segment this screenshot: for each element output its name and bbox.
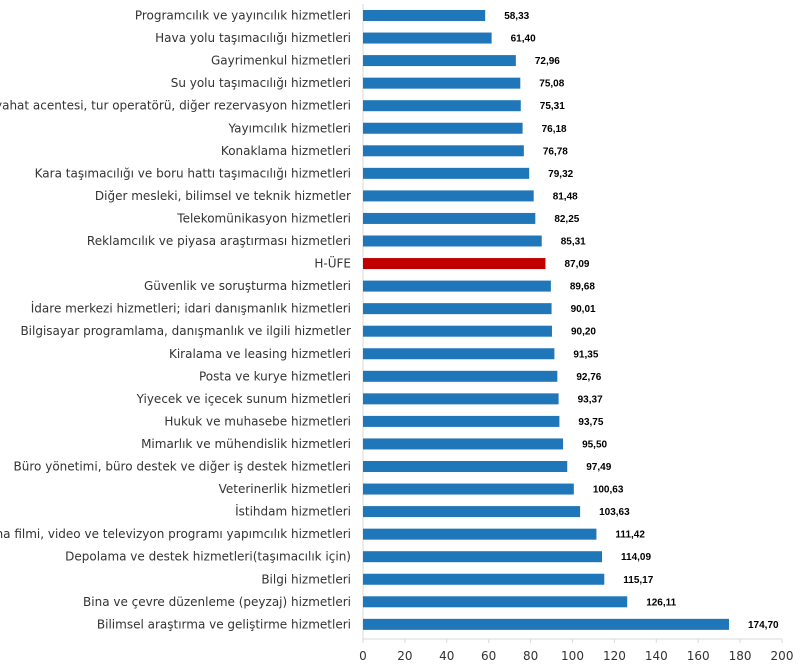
category-label: Yayımcılık hizmetleri (227, 121, 351, 135)
bar (363, 438, 564, 450)
category-label: Veterinerlik hizmetleri (219, 482, 351, 496)
x-tick-label: 120 (603, 649, 626, 663)
category-label: H-ÜFE (314, 255, 351, 271)
category-label: Büro yönetimi, büro destek ve diğer iş d… (14, 460, 351, 474)
category-label: Bilgi hizmetleri (261, 572, 351, 586)
bar (363, 77, 521, 89)
value-label: 76,78 (543, 146, 568, 157)
bar (363, 348, 555, 360)
bar (363, 528, 597, 540)
value-label: 90,20 (571, 327, 596, 338)
bar (363, 573, 605, 585)
value-label: 76,18 (542, 124, 567, 135)
value-label: 75,31 (540, 101, 565, 112)
category-label: Bilgisayar programlama, danışmanlık ve i… (20, 324, 351, 338)
bar (363, 325, 552, 337)
bar (363, 370, 558, 382)
bar (363, 32, 492, 44)
bar (363, 100, 521, 112)
value-label: 126,11 (646, 597, 676, 608)
bar (363, 55, 516, 67)
category-label: Hukuk ve muhasebe hizmetleri (164, 414, 351, 428)
value-label: 89,68 (570, 282, 595, 293)
bar (363, 212, 536, 224)
value-label: 79,32 (548, 169, 573, 180)
value-label: 115,17 (623, 575, 653, 586)
category-label: İstihdam hizmetleri (235, 504, 351, 519)
value-label: 61,40 (511, 34, 536, 45)
category-label: Mimarlık ve mühendislik hizmetleri (141, 437, 351, 451)
category-label: Bilimsel araştırma ve geliştirme hizmetl… (97, 617, 351, 631)
value-label: 95,50 (582, 439, 607, 450)
bar (363, 10, 486, 21)
category-label: Seyahat acentesi, tur operatörü, diğer r… (0, 99, 351, 113)
category-label: Reklamcılık ve piyasa araştırması hizmet… (87, 234, 351, 248)
category-label: Programcılık ve yayıncılık hizmetleri (135, 9, 351, 23)
bar (363, 506, 581, 518)
x-tick-label: 140 (645, 649, 668, 663)
value-label: 72,96 (535, 56, 560, 67)
value-label: 93,75 (578, 417, 603, 428)
bar (363, 415, 560, 427)
bar (363, 551, 603, 563)
category-label: Su yolu taşımacılığı hizmetleri (171, 76, 351, 90)
value-label: 58,33 (504, 11, 529, 22)
value-label: 97,49 (586, 462, 611, 473)
value-label: 103,63 (599, 507, 630, 518)
value-label: 93,37 (578, 394, 603, 405)
category-label: Sinema filmi, video ve televizyon progra… (0, 527, 351, 541)
value-label: 174,70 (748, 620, 779, 631)
value-label: 75,08 (539, 79, 564, 90)
category-label: Bina ve çevre düzenleme (peyzaj) hizmetl… (83, 595, 351, 609)
value-label: 85,31 (561, 237, 586, 248)
x-tick-label: 40 (439, 649, 454, 663)
bar (363, 122, 523, 134)
category-label: Depolama ve destek hizmetleri(taşımacılı… (65, 550, 351, 564)
value-label: 114,09 (621, 552, 651, 563)
bar (363, 596, 628, 608)
x-tick-label: 20 (397, 649, 412, 663)
bar (363, 190, 534, 202)
value-label: 100,63 (593, 485, 624, 496)
x-tick-label: 160 (687, 649, 710, 663)
category-label: Hava yolu taşımacılığı hizmetleri (155, 31, 351, 45)
bar (363, 461, 568, 472)
bar (363, 483, 574, 495)
category-label: Kiralama ve leasing hizmetleri (169, 347, 351, 361)
category-label: Güvenlik ve soruşturma hizmetleri (144, 279, 351, 293)
x-tick-label: 180 (729, 649, 752, 663)
value-label: 87,09 (564, 259, 589, 270)
value-label: 90,01 (571, 304, 596, 315)
x-tick-label: 100 (561, 649, 584, 663)
x-tick-label: 80 (523, 649, 538, 663)
value-label: 91,35 (573, 349, 598, 360)
category-label: Gayrimenkul hizmetleri (211, 54, 351, 68)
value-label: 81,48 (553, 191, 578, 202)
bar (363, 303, 552, 315)
bar (363, 393, 559, 405)
bar (363, 280, 551, 292)
category-label: Konaklama hizmetleri (221, 144, 351, 158)
category-label: Kara taşımacılığı ve boru hattı taşımacı… (35, 166, 351, 180)
value-label: 111,42 (615, 530, 645, 541)
x-tick-label: 200 (771, 649, 794, 663)
x-tick-label: 0 (359, 649, 367, 663)
x-tick-label: 60 (481, 649, 496, 663)
bar (363, 167, 530, 179)
category-label: Telekomünikasyon hizmetleri (176, 211, 351, 225)
highlight-bar (363, 258, 546, 270)
bar (363, 235, 542, 247)
category-label: Diğer mesleki, bilimsel ve teknik hizmet… (95, 189, 351, 203)
category-label: Yiyecek ve içecek sunum hizmetleri (136, 392, 351, 406)
bar (363, 145, 524, 157)
category-label: Posta ve kurye hizmetleri (199, 369, 351, 383)
value-label: 82,25 (554, 214, 579, 225)
value-label: 92,76 (576, 372, 601, 383)
category-label: İdare merkezi hizmetleri; idari danışman… (31, 301, 351, 316)
bar (363, 618, 729, 630)
